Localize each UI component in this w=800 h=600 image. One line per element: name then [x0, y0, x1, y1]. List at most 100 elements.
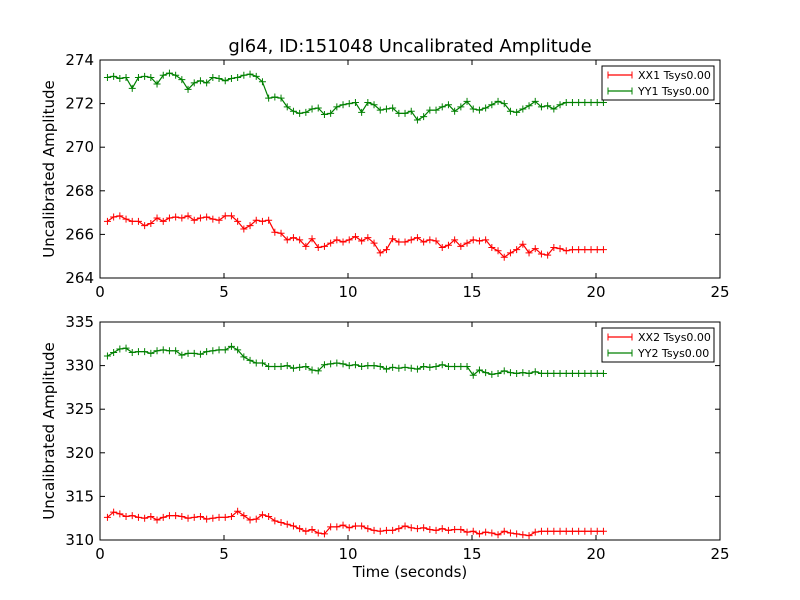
legend-box: [601, 65, 715, 101]
data-point: [544, 369, 552, 377]
data-point: [358, 522, 366, 530]
legend-label: YY1 Tsys0.00: [637, 85, 709, 98]
data-point: [320, 361, 328, 369]
data-point: [494, 247, 502, 255]
data-point: [513, 369, 521, 377]
y-tick-label: 272: [65, 95, 94, 113]
data-point: [469, 236, 477, 244]
data-point: [308, 366, 316, 374]
data-point: [265, 512, 273, 520]
data-point: [327, 523, 335, 531]
data-point: [370, 362, 378, 370]
x-tick-label: 15: [462, 545, 481, 563]
data-point: [438, 103, 446, 111]
data-point: [277, 229, 285, 237]
data-point: [165, 69, 173, 77]
data-point: [141, 514, 149, 522]
data-point: [401, 363, 409, 371]
data-point: [395, 525, 403, 533]
data-point: [103, 513, 111, 521]
data-point: [407, 364, 415, 372]
x-tick-label: 15: [462, 283, 481, 301]
x-tick-label: 5: [219, 283, 229, 301]
data-point: [382, 526, 390, 534]
data-point: [587, 246, 595, 254]
data-point: [165, 347, 173, 355]
data-point: [376, 106, 384, 114]
data-point: [227, 342, 235, 350]
data-point: [562, 99, 570, 107]
data-point: [110, 72, 118, 80]
data-point: [351, 233, 359, 241]
data-point: [122, 512, 130, 520]
data-point: [327, 360, 335, 368]
y-tick-label: 266: [65, 225, 94, 243]
data-point: [302, 108, 310, 116]
data-point: [184, 85, 192, 93]
data-point: [544, 102, 552, 110]
data-point: [364, 362, 372, 370]
data-point: [382, 365, 390, 373]
series-yy2: [103, 342, 607, 379]
data-point: [531, 245, 539, 253]
data-point: [134, 513, 142, 521]
data-point: [320, 530, 328, 538]
data-point: [556, 245, 564, 253]
data-point: [500, 100, 508, 108]
data-point: [438, 243, 446, 251]
data-point: [370, 101, 378, 109]
data-point: [333, 236, 341, 244]
data-point: [110, 213, 118, 221]
data-point: [209, 347, 217, 355]
data-point: [258, 359, 266, 367]
y-tick-label: 330: [65, 357, 94, 375]
data-point: [246, 356, 254, 364]
x-tick-label: 20: [586, 283, 605, 301]
data-point: [364, 99, 372, 107]
data-point: [556, 527, 564, 535]
data-point: [184, 212, 192, 220]
data-point: [178, 512, 186, 520]
data-point: [550, 527, 558, 535]
data-point: [215, 75, 223, 83]
data-point: [240, 512, 248, 520]
data-point: [426, 526, 434, 534]
data-point: [426, 106, 434, 114]
data-point: [531, 368, 539, 376]
data-point: [116, 212, 124, 220]
data-point: [351, 99, 359, 107]
x-tick-label: 25: [710, 283, 729, 301]
data-point: [575, 369, 583, 377]
data-point: [562, 369, 570, 377]
data-point: [271, 362, 279, 370]
data-point: [153, 80, 161, 88]
data-point: [302, 242, 310, 250]
x-axis-label: Time (seconds): [352, 563, 468, 581]
chart-1: gl64, ID:151048 Uncalibrated Amplitude 0 5…: [40, 36, 730, 301]
data-point: [134, 348, 142, 356]
data-point: [351, 522, 359, 530]
data-point: [159, 217, 167, 225]
data-point: [395, 109, 403, 117]
data-point: [209, 514, 217, 522]
data-point: [488, 243, 496, 251]
data-point: [190, 349, 198, 357]
data-point: [221, 513, 229, 521]
legend-box: [601, 327, 715, 363]
data-point: [432, 362, 440, 370]
data-point: [413, 365, 421, 373]
data-point: [172, 512, 180, 520]
data-point: [227, 512, 235, 520]
data-point: [475, 530, 483, 538]
data-point: [320, 111, 328, 118]
data-point: [327, 239, 335, 247]
data-point: [482, 528, 490, 536]
data-point: [451, 107, 459, 115]
data-point: [252, 216, 260, 224]
data-point: [277, 362, 285, 370]
data-point: [401, 522, 409, 530]
data-point: [128, 84, 136, 92]
data-point: [420, 362, 428, 370]
data-point: [432, 526, 440, 534]
data-point: [333, 523, 341, 531]
